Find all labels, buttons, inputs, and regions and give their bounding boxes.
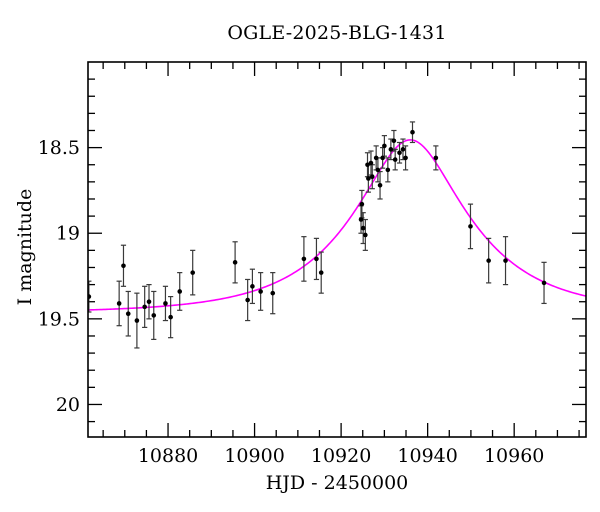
svg-text:10960: 10960 bbox=[484, 445, 544, 467]
svg-text:10920: 10920 bbox=[311, 445, 371, 467]
data-points bbox=[88, 129, 547, 323]
svg-text:19.5: 19.5 bbox=[38, 308, 80, 330]
plot-frame bbox=[87, 61, 587, 438]
chart-title: OGLE-2025-BLG-1431 bbox=[227, 22, 447, 44]
svg-text:10900: 10900 bbox=[224, 445, 284, 467]
x-axis-label: HJD - 2450000 bbox=[265, 472, 409, 494]
svg-text:19: 19 bbox=[56, 223, 80, 245]
x-tick-labels: 10880 10900 10920 10940 10960 bbox=[138, 445, 545, 467]
axis-ticks bbox=[88, 62, 586, 437]
svg-text:18.5: 18.5 bbox=[38, 137, 80, 159]
y-axis-label: I magnitude bbox=[14, 188, 36, 306]
svg-text:20: 20 bbox=[56, 394, 80, 416]
model-curve bbox=[88, 139, 586, 311]
svg-text:10880: 10880 bbox=[138, 445, 198, 467]
y-tick-labels: 18.5 19 19.5 20 bbox=[38, 137, 80, 416]
svg-text:10940: 10940 bbox=[397, 445, 457, 467]
